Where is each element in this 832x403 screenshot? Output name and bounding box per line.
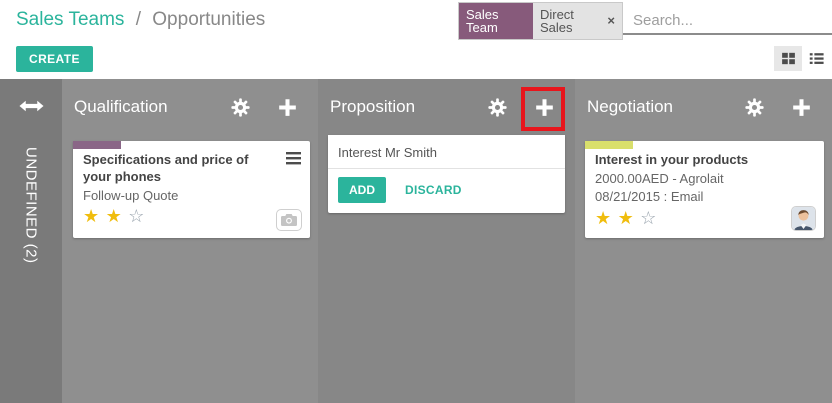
top-header: Sales Teams / Opportunities CREATE Sales…: [0, 0, 832, 79]
expand-column-arrow-icon[interactable]: [0, 99, 62, 118]
card-title: Interest in your products: [595, 152, 749, 167]
search-facet[interactable]: Sales Team Direct Sales ×: [458, 1, 623, 40]
facet-remove-icon[interactable]: ×: [607, 13, 615, 28]
card-title: Specifications and price of your phones: [83, 152, 249, 184]
column-title: Negotiation: [587, 97, 674, 116]
facet-category-label: Sales Team: [459, 2, 533, 39]
star-icon-empty[interactable]: [128, 206, 144, 226]
kanban-board: UNDEFINED (2) Qualification: [0, 79, 832, 403]
column-header: Negotiation: [575, 79, 832, 135]
card-subtitle: Follow-up Quote: [83, 187, 179, 203]
card-amount-partner: 2000.00AED - Agrolait: [595, 170, 724, 186]
star-icon-filled[interactable]: [595, 208, 611, 228]
priority-stars: [595, 208, 814, 228]
folded-column-undefined[interactable]: UNDEFINED (2): [0, 79, 62, 403]
kanban-view-button[interactable]: [774, 46, 802, 71]
column-settings-gear-icon[interactable]: [488, 97, 507, 117]
kanban-column-proposition: Proposition: [318, 79, 575, 403]
kanban-column-qualification: Qualification: [62, 79, 318, 403]
search-bar[interactable]: Sales Team Direct Sales ×: [458, 1, 832, 40]
card-color-bar: [73, 141, 121, 149]
card-color-bar: [585, 141, 633, 149]
star-icon-empty[interactable]: [640, 208, 656, 228]
quick-create-buttons: ADD DISCARD: [328, 169, 565, 213]
add-button[interactable]: ADD: [338, 177, 386, 203]
column-title: Proposition: [330, 97, 416, 116]
folded-column-label: UNDEFINED (2): [22, 147, 40, 264]
star-icon-filled[interactable]: [106, 206, 122, 226]
star-icon-filled[interactable]: [83, 206, 99, 226]
kanban-card-interest-products[interactable]: Interest in your products 2000.00AED - A…: [585, 141, 824, 238]
column-header: Proposition: [318, 79, 575, 135]
add-record-plus-icon-highlighted[interactable]: [534, 97, 555, 118]
facet-value: Direct Sales ×: [532, 2, 622, 39]
kanban-grid-icon: [781, 52, 795, 65]
card-menu-icon[interactable]: [286, 152, 301, 170]
kanban-column-negotiation: Negotiation: [575, 79, 832, 403]
list-view-button[interactable]: [802, 46, 830, 71]
star-icon-filled[interactable]: [618, 208, 634, 228]
priority-stars: [83, 206, 300, 226]
kanban-card-specifications[interactable]: Specifications and price of your phones …: [73, 141, 310, 238]
quick-create-title-input[interactable]: [328, 135, 565, 169]
add-record-plus-icon[interactable]: [791, 97, 812, 118]
search-input[interactable]: [624, 12, 832, 29]
facet-value-label: Direct Sales: [539, 6, 574, 35]
breadcrumb: Sales Teams / Opportunities: [16, 9, 265, 31]
view-switcher: [774, 46, 830, 71]
avatar-camera-placeholder-icon: [276, 209, 302, 231]
quick-create-card: ADD DISCARD: [328, 135, 565, 213]
breadcrumb-sales-teams-link[interactable]: Sales Teams: [16, 9, 125, 30]
create-button[interactable]: CREATE: [16, 46, 93, 72]
breadcrumb-separator: /: [135, 9, 141, 30]
column-settings-gear-icon[interactable]: [745, 97, 764, 117]
avatar: [791, 206, 816, 231]
card-next-activity: 08/21/2015 : Email: [595, 189, 704, 205]
column-title: Qualification: [74, 97, 168, 116]
column-settings-gear-icon[interactable]: [231, 97, 250, 117]
discard-button[interactable]: DISCARD: [405, 183, 462, 197]
list-icon: [809, 53, 824, 64]
column-header: Qualification: [62, 79, 318, 135]
add-record-plus-icon[interactable]: [277, 97, 298, 118]
page-title: Opportunities: [152, 9, 266, 30]
